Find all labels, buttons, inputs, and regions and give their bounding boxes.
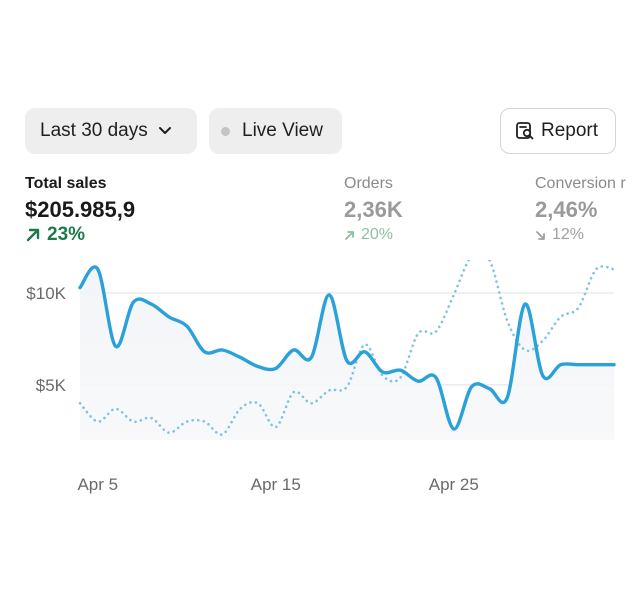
metric-change: 23% xyxy=(25,224,135,246)
primary-series-area xyxy=(80,266,614,440)
metric-value: 2,36K xyxy=(344,197,403,222)
date-range-button[interactable]: Last 30 days xyxy=(25,108,197,154)
chart-series xyxy=(78,260,616,436)
live-view-label: Live View xyxy=(242,120,323,141)
chart-area xyxy=(80,266,614,440)
y-tick-label: $5K xyxy=(36,376,67,395)
metric-label: Conversion r xyxy=(535,175,626,192)
metric-change: 20% xyxy=(344,224,403,246)
live-view-button[interactable]: Live View xyxy=(209,108,342,154)
x-tick-label: Apr 25 xyxy=(429,475,479,494)
metric-total-sales[interactable]: Total sales $205.985,9 23% xyxy=(25,175,135,246)
metric-change: 12% xyxy=(535,224,626,246)
sales-line-chart[interactable]: $10K $5K Apr 5 Apr 15 Apr 25 xyxy=(0,260,641,510)
live-status-dot-icon xyxy=(221,126,230,136)
report-button[interactable]: Report xyxy=(500,108,616,154)
arrow-up-right-icon xyxy=(25,227,41,243)
toolbar: Last 30 days Live View Report xyxy=(25,108,641,154)
metric-change-value: 23% xyxy=(47,224,86,245)
metric-label: Total sales xyxy=(25,175,107,192)
arrow-down-right-icon xyxy=(535,230,546,241)
arrow-up-right-icon xyxy=(344,230,355,241)
x-tick-label: Apr 15 xyxy=(251,475,301,494)
metric-value: 2,46% xyxy=(535,197,598,222)
metric-orders[interactable]: Orders 2,36K 20% xyxy=(344,175,403,246)
report-label: Report xyxy=(541,120,599,141)
report-search-icon xyxy=(515,121,535,141)
primary-series-line[interactable] xyxy=(78,265,616,431)
date-range-label: Last 30 days xyxy=(40,120,148,141)
metric-value: $205.985,9 xyxy=(25,197,136,222)
metric-change-value: 12% xyxy=(552,226,585,243)
chevron-down-icon xyxy=(158,126,172,136)
metric-conversion-rate[interactable]: Conversion r 2,46% 12% xyxy=(535,175,626,246)
metric-label: Orders xyxy=(344,175,393,192)
x-tick-label: Apr 5 xyxy=(77,475,118,494)
chart-axis-labels: $10K $5K Apr 5 Apr 15 Apr 25 xyxy=(26,284,479,494)
y-tick-label: $10K xyxy=(26,284,66,303)
metric-change-value: 20% xyxy=(361,226,394,243)
comparison-series-line[interactable] xyxy=(78,260,616,436)
